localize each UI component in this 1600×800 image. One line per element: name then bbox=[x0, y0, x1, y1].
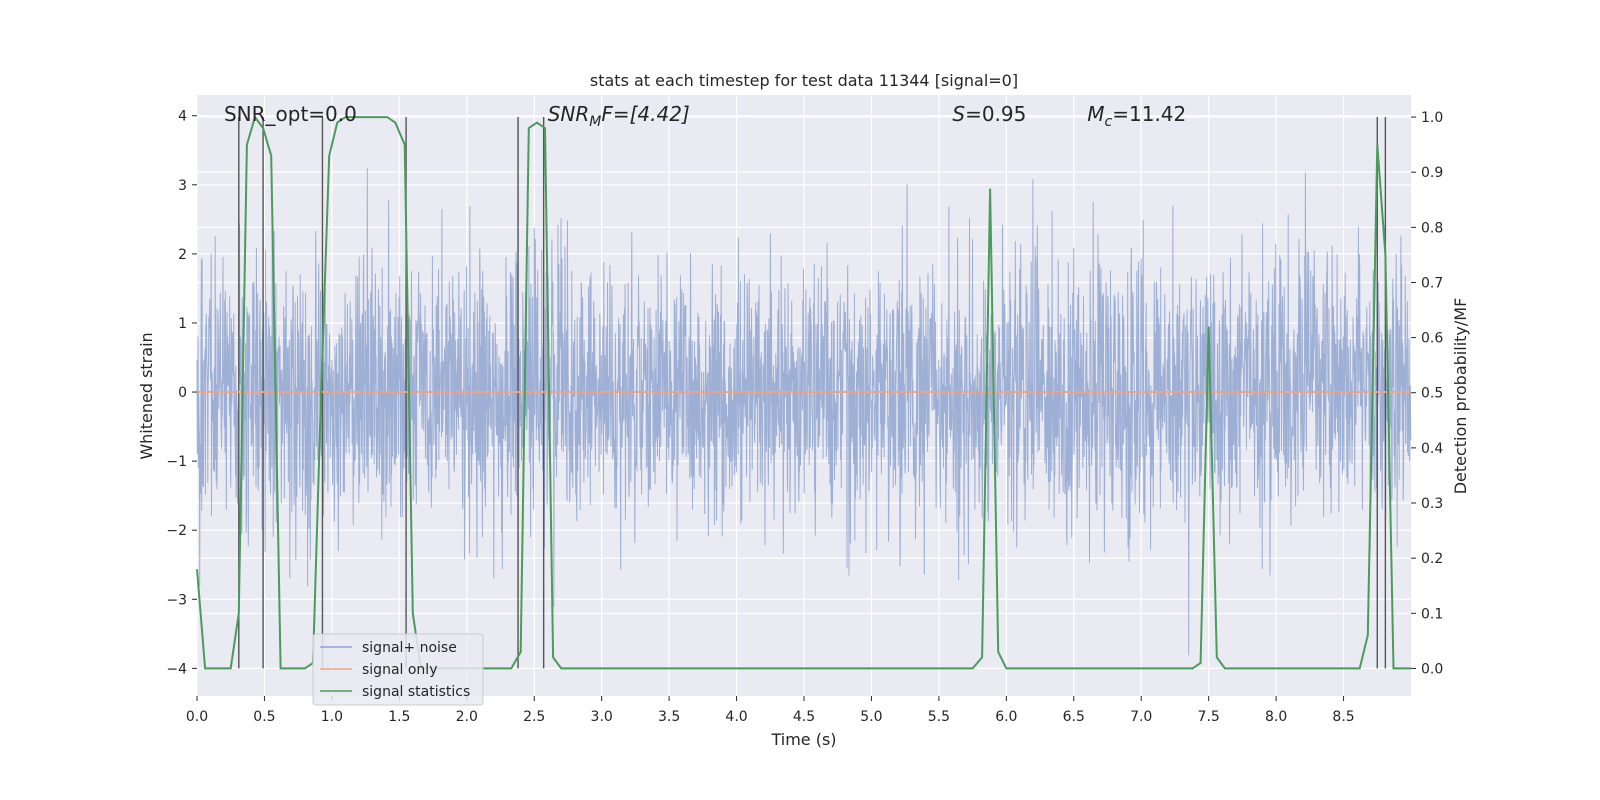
legend-label-noise: signal+ noise bbox=[362, 640, 457, 656]
y-axis-title: Whitened strain bbox=[137, 332, 156, 459]
y-right-tick-label: 0.8 bbox=[1421, 220, 1443, 236]
y-tick-label: 0 bbox=[178, 385, 187, 401]
annotation-s_stat: S=0.95 bbox=[952, 102, 1026, 126]
legend-box bbox=[312, 633, 484, 706]
x-tick-label: 7.5 bbox=[1198, 709, 1220, 725]
annotation-snr_mf: SNRMF=[4.42] bbox=[548, 102, 690, 130]
y-tick-label: −3 bbox=[166, 592, 187, 608]
x-tick-label: 3.5 bbox=[658, 709, 680, 725]
signal-noise-series bbox=[196, 168, 1412, 656]
x-tick-label: 6.0 bbox=[995, 709, 1017, 725]
chart-title: stats at each timestep for test data 113… bbox=[590, 71, 1018, 90]
y-right-tick-label: 0.9 bbox=[1421, 165, 1443, 181]
legend: signal+ noise signal only signal statist… bbox=[312, 633, 484, 706]
legend-label-stats: signal statistics bbox=[362, 684, 470, 700]
y-right-tick-label: 1.0 bbox=[1421, 110, 1443, 126]
annotations: SNR_opt=0.0 SNRMF=[4.42] S=0.95 Mc=11.42 bbox=[224, 102, 1186, 130]
y-right-tick-label: 0.6 bbox=[1421, 331, 1443, 347]
y-right-tick-label: 0.3 bbox=[1421, 496, 1443, 512]
y-tick-label: −1 bbox=[166, 454, 187, 470]
signal-noise-line bbox=[196, 168, 1412, 656]
y-right-tick-label: 0.0 bbox=[1421, 661, 1443, 677]
y-tick-label: −4 bbox=[166, 661, 187, 677]
annotation-mc: Mc=11.42 bbox=[1087, 102, 1186, 130]
x-tick-label: 4.5 bbox=[793, 709, 815, 725]
y-tick-label: −2 bbox=[166, 523, 187, 539]
x-tick-label: 7.0 bbox=[1130, 709, 1152, 725]
x-axis-title: Time (s) bbox=[770, 730, 836, 749]
y-axis-right-title: Detection probability/MF bbox=[1451, 298, 1470, 495]
x-tick-label: 2.0 bbox=[456, 709, 478, 725]
x-tick-label: 4.0 bbox=[725, 709, 747, 725]
y-tick-label: 3 bbox=[178, 178, 187, 194]
x-tick-label: 8.0 bbox=[1265, 709, 1287, 725]
y-right-tick-label: 0.4 bbox=[1421, 441, 1443, 457]
x-tick-label: 5.0 bbox=[860, 709, 882, 725]
y-tick-label: 4 bbox=[178, 109, 187, 125]
x-tick-label: 5.5 bbox=[928, 709, 950, 725]
y-right-tick-label: 0.1 bbox=[1421, 606, 1443, 622]
x-tick-label: 6.5 bbox=[1063, 709, 1085, 725]
y-tick-label: 2 bbox=[178, 247, 187, 263]
annotation-snr_opt: SNR_opt=0.0 bbox=[224, 102, 357, 126]
y-right-tick-label: 0.5 bbox=[1421, 386, 1443, 402]
x-tick-label: 0.0 bbox=[186, 709, 208, 725]
y-tick-label: 1 bbox=[178, 316, 187, 332]
y-right-tick-label: 0.2 bbox=[1421, 551, 1443, 567]
y-right-tick-label: 0.7 bbox=[1421, 275, 1443, 291]
legend-label-signal: signal only bbox=[362, 662, 437, 678]
x-tick-label: 3.0 bbox=[591, 709, 613, 725]
x-tick-label: 0.5 bbox=[253, 709, 275, 725]
x-tick-label: 2.5 bbox=[523, 709, 545, 725]
x-tick-label: 1.0 bbox=[321, 709, 343, 725]
x-tick-label: 1.5 bbox=[388, 709, 410, 725]
ticks: 0.0 0.5 1.0 1.5 2.0 2.5 3.0 3.5 4.0 4.5 5.0 5.5 6.0 6… bbox=[166, 109, 1443, 725]
x-tick-label: 8.5 bbox=[1332, 709, 1354, 725]
